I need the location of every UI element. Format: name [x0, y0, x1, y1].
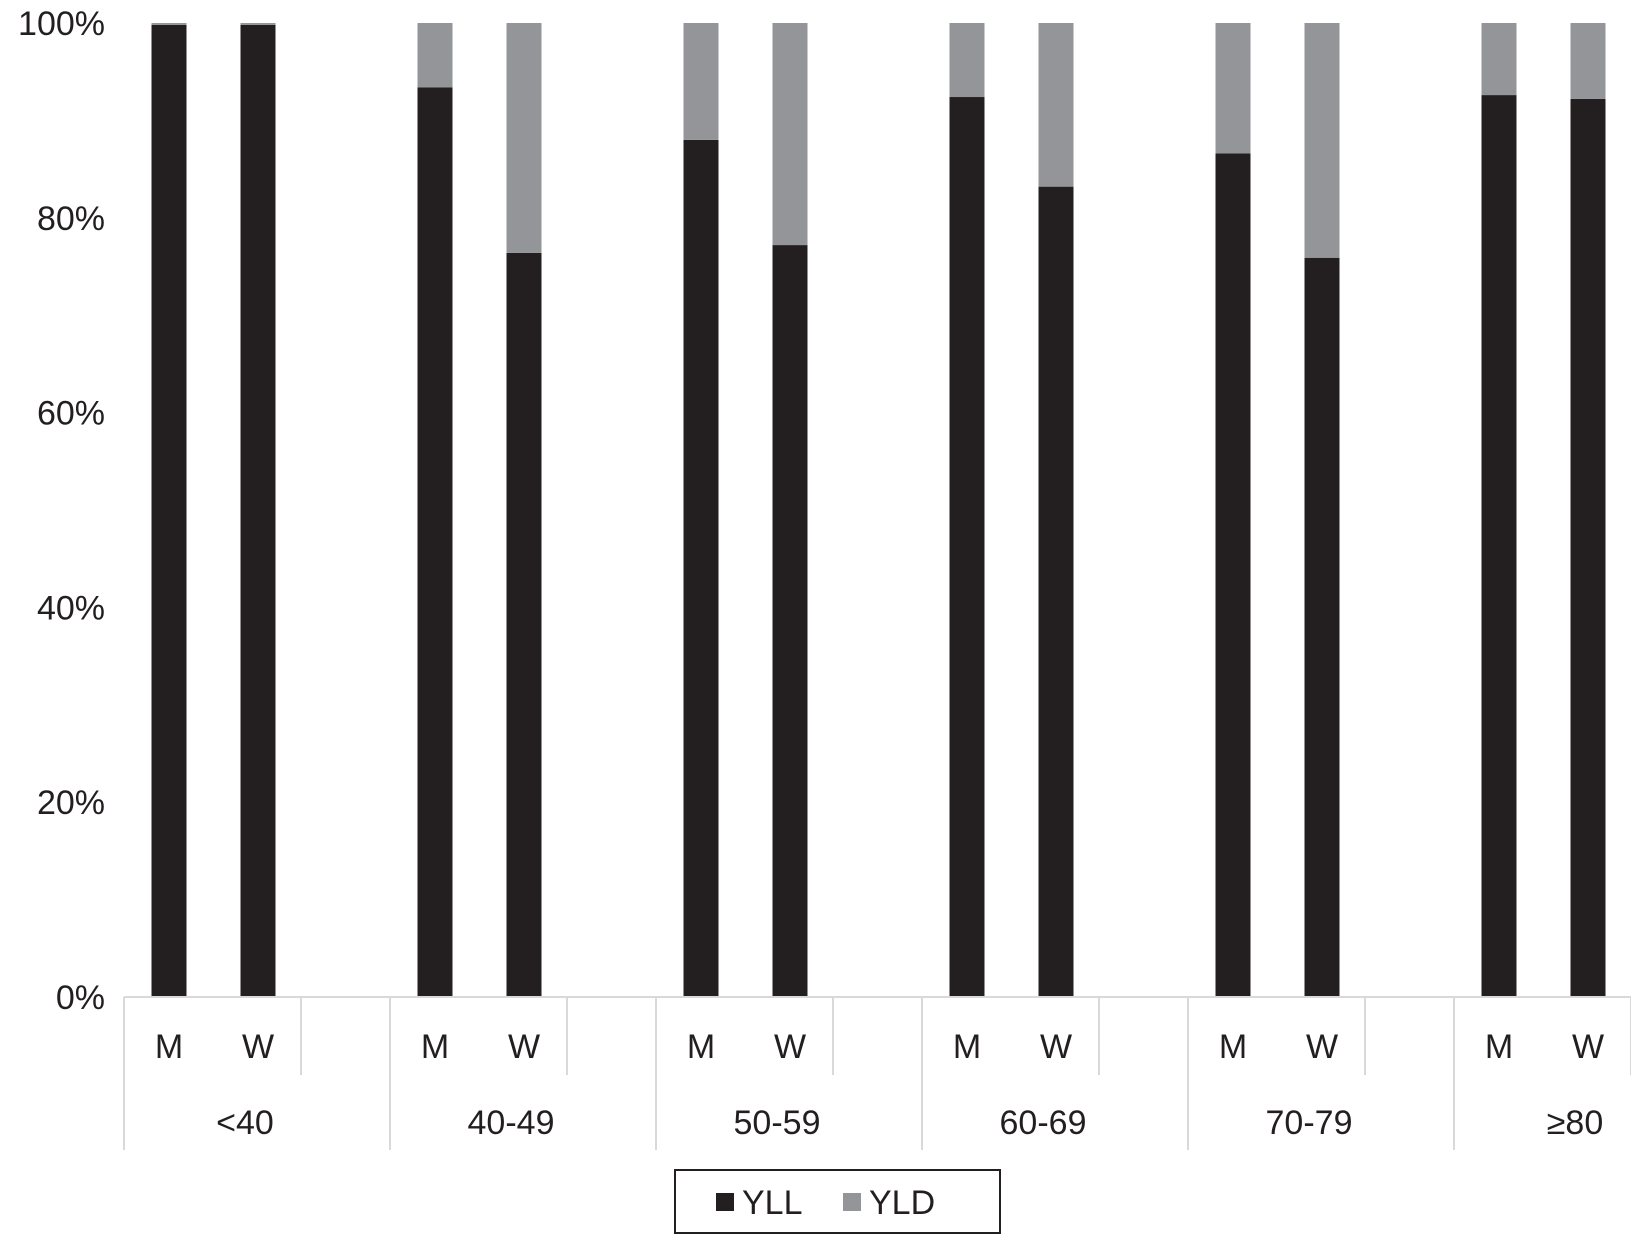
y-tick-label: 0% — [56, 979, 105, 1017]
x-group-label: <40 — [216, 1104, 274, 1142]
bar-segment-yll — [1304, 257, 1340, 997]
x-subcategory-label: W — [1040, 1028, 1072, 1066]
bar-segment-yll — [1481, 95, 1517, 998]
x-group-label: 40-49 — [468, 1104, 555, 1142]
bar-segment-yld — [1570, 23, 1606, 99]
x-subcategory-label: M — [421, 1028, 449, 1066]
bar-segment-yld — [506, 23, 542, 253]
bar-segment-yld — [1304, 23, 1340, 258]
y-tick-label: 60% — [37, 395, 105, 433]
bar-segment-yll — [151, 24, 187, 998]
x-group-label: ≥80 — [1547, 1104, 1603, 1142]
bar-segment-yll — [1215, 153, 1251, 998]
bars — [151, 23, 1606, 998]
bar-segment-yld — [1215, 23, 1251, 154]
legend-label-yld: YLD — [869, 1184, 935, 1222]
x-subcategory-label: M — [1219, 1028, 1247, 1066]
x-group-label: 60-69 — [1000, 1104, 1087, 1142]
bar-segment-yll — [949, 97, 985, 998]
x-axis: M W <40 M W 40-49 M W 50-59 M W 60-69 M W 70-79 M W ≥80 — [123, 996, 1631, 1150]
legend-swatch-yll — [716, 1193, 734, 1211]
legend-label-yll: YLL — [742, 1184, 803, 1222]
bar-segment-yll — [772, 245, 808, 997]
bar-segment-yll — [506, 252, 542, 997]
bar-segment-yld — [772, 23, 808, 246]
y-tick-label: 20% — [37, 784, 105, 822]
bar-segment-yld — [240, 23, 276, 25]
x-subcategory-label: W — [1572, 1028, 1604, 1066]
bar-segment-yld — [151, 23, 187, 25]
x-subcategory-label: M — [1485, 1028, 1513, 1066]
y-axis: 0% 20% 40% 60% 80% 100% — [18, 5, 105, 1017]
bar-segment-yll — [1038, 186, 1074, 997]
x-subcategory-label: W — [774, 1028, 806, 1066]
legend-swatch-yld — [843, 1193, 861, 1211]
x-subcategory-label: M — [953, 1028, 981, 1066]
y-tick-label: 40% — [37, 589, 105, 627]
bar-segment-yld — [1038, 23, 1074, 187]
bar-segment-yll — [240, 24, 276, 998]
bar-segment-yld — [949, 23, 985, 98]
bar-segment-yld — [417, 23, 453, 88]
x-subcategory-label: W — [242, 1028, 274, 1066]
y-tick-label: 100% — [18, 5, 105, 43]
bar-segment-yll — [683, 139, 719, 997]
bar-segment-yld — [1481, 23, 1517, 96]
bar-segment-yld — [683, 23, 719, 140]
x-group-label: 50-59 — [734, 1104, 821, 1142]
bar-segment-yll — [417, 87, 453, 997]
x-subcategory-label: W — [1306, 1028, 1338, 1066]
x-subcategory-label: W — [508, 1028, 540, 1066]
x-subcategory-label: M — [687, 1028, 715, 1066]
legend: YLL YLD — [674, 1169, 1001, 1234]
y-tick-label: 80% — [37, 200, 105, 238]
bar-segment-yll — [1570, 98, 1606, 998]
x-group-label: 70-79 — [1266, 1104, 1353, 1142]
x-subcategory-label: M — [155, 1028, 183, 1066]
